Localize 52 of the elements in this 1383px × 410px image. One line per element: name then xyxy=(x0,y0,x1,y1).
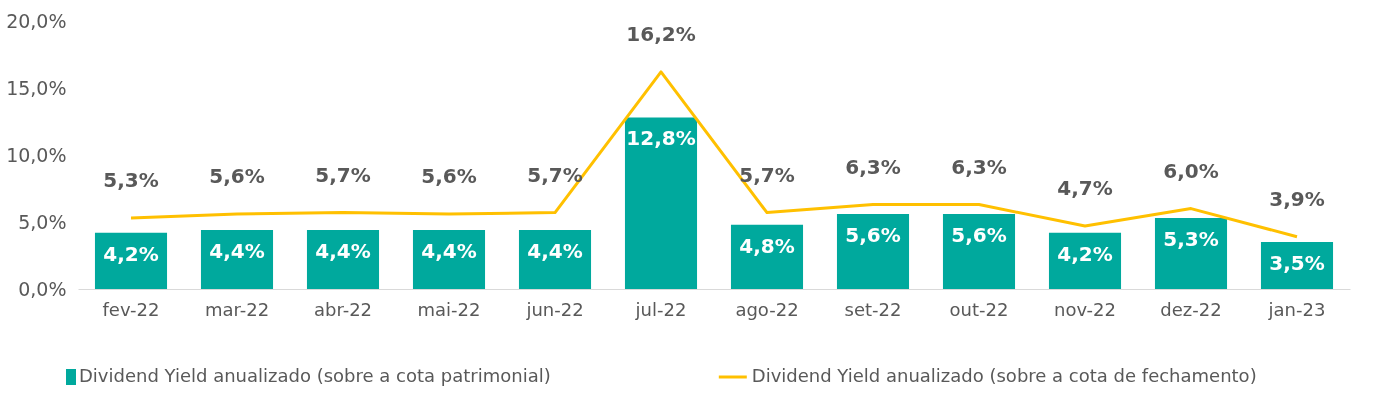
x-tick-label: out-22 xyxy=(949,298,1009,320)
bar xyxy=(942,213,1016,289)
data-label: 4,8% xyxy=(739,233,795,258)
x-tick-label: fev-22 xyxy=(102,298,160,320)
data-label: 12,8% xyxy=(626,126,696,151)
y-tick-label: 20,0% xyxy=(6,9,67,32)
x-tick-label: jun-22 xyxy=(525,298,584,320)
bar xyxy=(306,230,380,289)
bar xyxy=(1154,217,1228,289)
y-tick-label: 10,0% xyxy=(6,143,67,166)
x-tick-label: dez-22 xyxy=(1160,298,1222,320)
y-tick-label: 5,0% xyxy=(18,210,67,233)
data-label: 5,6% xyxy=(845,222,901,247)
data-label: 4,4% xyxy=(527,239,583,264)
data-label: 5,6% xyxy=(951,222,1007,247)
bar xyxy=(518,230,592,289)
data-label: 16,2% xyxy=(626,21,696,46)
x-tick-label: jan-23 xyxy=(1267,298,1326,320)
data-label: 5,6% xyxy=(421,163,477,188)
x-tick-label: ago-22 xyxy=(735,298,799,320)
data-label: 5,7% xyxy=(739,162,795,187)
bar xyxy=(836,213,910,289)
data-label: 4,2% xyxy=(103,241,159,266)
data-label: 4,4% xyxy=(421,239,477,264)
data-label: 5,3% xyxy=(103,167,159,192)
bar xyxy=(730,224,804,289)
data-label: 3,9% xyxy=(1269,186,1325,211)
data-label: 4,4% xyxy=(209,239,265,264)
bar xyxy=(624,117,698,289)
bar xyxy=(412,230,486,289)
data-label: 6,3% xyxy=(845,154,901,179)
data-label: 5,3% xyxy=(1163,226,1219,251)
data-label: 6,3% xyxy=(951,154,1007,179)
x-tick-label: set-22 xyxy=(844,298,902,320)
y-tick-label: 0,0% xyxy=(18,277,67,300)
bar xyxy=(200,230,274,289)
legend-label: Dividend Yield anualizado (sobre a cota de fechamento) xyxy=(751,365,1257,386)
data-label: 5,7% xyxy=(315,162,371,187)
x-tick-label: jul-22 xyxy=(634,298,687,320)
x-tick-label: mar-22 xyxy=(204,298,270,320)
data-label: 4,4% xyxy=(315,239,371,264)
x-tick-label: abr-22 xyxy=(313,298,373,320)
y-tick-label: 15,0% xyxy=(6,76,67,99)
data-label: 6,0% xyxy=(1163,158,1219,183)
data-label: 4,2% xyxy=(1057,241,1113,266)
data-label: 4,7% xyxy=(1057,176,1113,201)
data-label: 5,6% xyxy=(209,163,265,188)
legend-label: Dividend Yield anualizado (sobre a cota patrimonial) xyxy=(79,365,551,386)
data-label: 5,7% xyxy=(527,162,583,187)
data-label: 3,5% xyxy=(1269,251,1325,276)
x-tick-label: mai-22 xyxy=(417,298,481,320)
x-tick-label: nov-22 xyxy=(1054,298,1116,320)
